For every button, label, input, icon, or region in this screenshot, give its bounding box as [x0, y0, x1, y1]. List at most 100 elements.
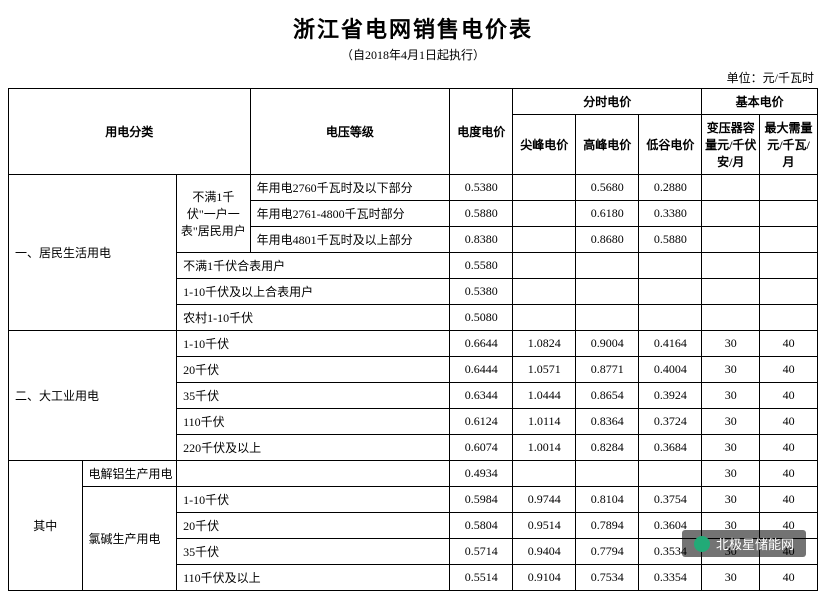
cell — [177, 461, 450, 487]
cell — [513, 175, 576, 201]
cell: 40 — [760, 461, 818, 487]
cell: 30 — [702, 487, 760, 513]
table-row: 氯碱生产用电1-10千伏0.59840.97440.81040.37543040 — [9, 487, 818, 513]
cell: 0.5380 — [450, 175, 513, 201]
h-valley: 低谷电价 — [639, 115, 702, 175]
cell: 年用电2760千瓦时及以下部分 — [250, 175, 450, 201]
cell: 1.0571 — [513, 357, 576, 383]
watermark-icon — [694, 536, 710, 552]
cell: 0.5804 — [450, 513, 513, 539]
cell: 不满1千伏合表用户 — [177, 253, 450, 279]
cell: 0.5680 — [576, 175, 639, 201]
cell — [639, 253, 702, 279]
h-voltage: 电压等级 — [250, 89, 450, 175]
cell: 0.4164 — [639, 331, 702, 357]
cell — [513, 461, 576, 487]
cell — [576, 461, 639, 487]
h-category: 用电分类 — [9, 89, 251, 175]
cell: 0.6124 — [450, 409, 513, 435]
page-title: 浙江省电网销售电价表 — [8, 12, 818, 44]
cell — [513, 305, 576, 331]
cell: 年用电2761-4800千瓦时部分 — [250, 201, 450, 227]
cell: 电解铝生产用电 — [82, 461, 177, 487]
cell — [576, 279, 639, 305]
cell: 30 — [702, 357, 760, 383]
cell — [702, 201, 760, 227]
cell: 220千伏及以上 — [177, 435, 450, 461]
cell: 二、大工业用电 — [9, 331, 177, 461]
cell: 1-10千伏 — [177, 487, 450, 513]
cell: 40 — [760, 565, 818, 591]
cell: 0.5080 — [450, 305, 513, 331]
cell — [702, 253, 760, 279]
cell: 0.8364 — [576, 409, 639, 435]
cell: 0.8654 — [576, 383, 639, 409]
cell — [760, 305, 818, 331]
cell: 氯碱生产用电 — [82, 487, 177, 591]
cell: 40 — [760, 409, 818, 435]
cell: 0.9004 — [576, 331, 639, 357]
cell: 0.2880 — [639, 175, 702, 201]
cell — [702, 227, 760, 253]
h-maxdem: 最大需量元/千瓦/月 — [760, 115, 818, 175]
cell: 0.3684 — [639, 435, 702, 461]
cell: 0.9104 — [513, 565, 576, 591]
cell: 0.3754 — [639, 487, 702, 513]
cell: 0.9404 — [513, 539, 576, 565]
cell: 一、居民生活用电 — [9, 175, 177, 331]
cell: 20千伏 — [177, 513, 450, 539]
h-transcap: 变压器容量元/千伏安/月 — [702, 115, 760, 175]
cell: 30 — [702, 435, 760, 461]
cell: 0.9514 — [513, 513, 576, 539]
cell: 30 — [702, 461, 760, 487]
cell — [760, 201, 818, 227]
cell: 110千伏及以上 — [177, 565, 450, 591]
cell: 0.3724 — [639, 409, 702, 435]
h-sharp: 尖峰电价 — [513, 115, 576, 175]
cell — [702, 279, 760, 305]
cell — [639, 305, 702, 331]
cell — [576, 305, 639, 331]
page-subtitle: （自2018年4月1日起执行） — [8, 46, 818, 63]
cell: 0.3924 — [639, 383, 702, 409]
cell: 30 — [702, 383, 760, 409]
cell — [639, 461, 702, 487]
cell: 0.6344 — [450, 383, 513, 409]
cell: 0.5714 — [450, 539, 513, 565]
cell — [760, 279, 818, 305]
table-row: 一、居民生活用电不满1千伏"一户一表"居民用户年用电2760千瓦时及以下部分0.… — [9, 175, 818, 201]
cell: 0.7794 — [576, 539, 639, 565]
table-row: 其中电解铝生产用电0.49343040 — [9, 461, 818, 487]
cell: 1.0444 — [513, 383, 576, 409]
cell — [760, 175, 818, 201]
cell: 年用电4801千瓦时及以上部分 — [250, 227, 450, 253]
price-table: 用电分类 电压等级 电度电价 分时电价 基本电价 尖峰电价 高峰电价 低谷电价 … — [8, 88, 818, 591]
watermark: 北极星储能网 — [682, 530, 806, 557]
cell: 35千伏 — [177, 383, 450, 409]
cell: 0.8284 — [576, 435, 639, 461]
cell: 其中 — [9, 461, 83, 591]
h-energy: 电度电价 — [450, 89, 513, 175]
cell: 35千伏 — [177, 539, 450, 565]
cell — [702, 175, 760, 201]
cell: 0.3354 — [639, 565, 702, 591]
cell: 1.0114 — [513, 409, 576, 435]
cell: 0.5580 — [450, 253, 513, 279]
cell: 0.6074 — [450, 435, 513, 461]
cell: 0.8680 — [576, 227, 639, 253]
cell: 0.5514 — [450, 565, 513, 591]
cell — [513, 227, 576, 253]
cell: 0.8104 — [576, 487, 639, 513]
cell: 40 — [760, 435, 818, 461]
cell: 30 — [702, 331, 760, 357]
cell — [576, 253, 639, 279]
cell: 40 — [760, 383, 818, 409]
unit-label: 单位：元/千瓦时 — [8, 69, 818, 86]
cell — [760, 253, 818, 279]
cell: 0.8771 — [576, 357, 639, 383]
cell: 1-10千伏 — [177, 331, 450, 357]
cell: 30 — [702, 409, 760, 435]
cell: 1-10千伏及以上合表用户 — [177, 279, 450, 305]
cell: 1.0824 — [513, 331, 576, 357]
cell: 0.3380 — [639, 201, 702, 227]
